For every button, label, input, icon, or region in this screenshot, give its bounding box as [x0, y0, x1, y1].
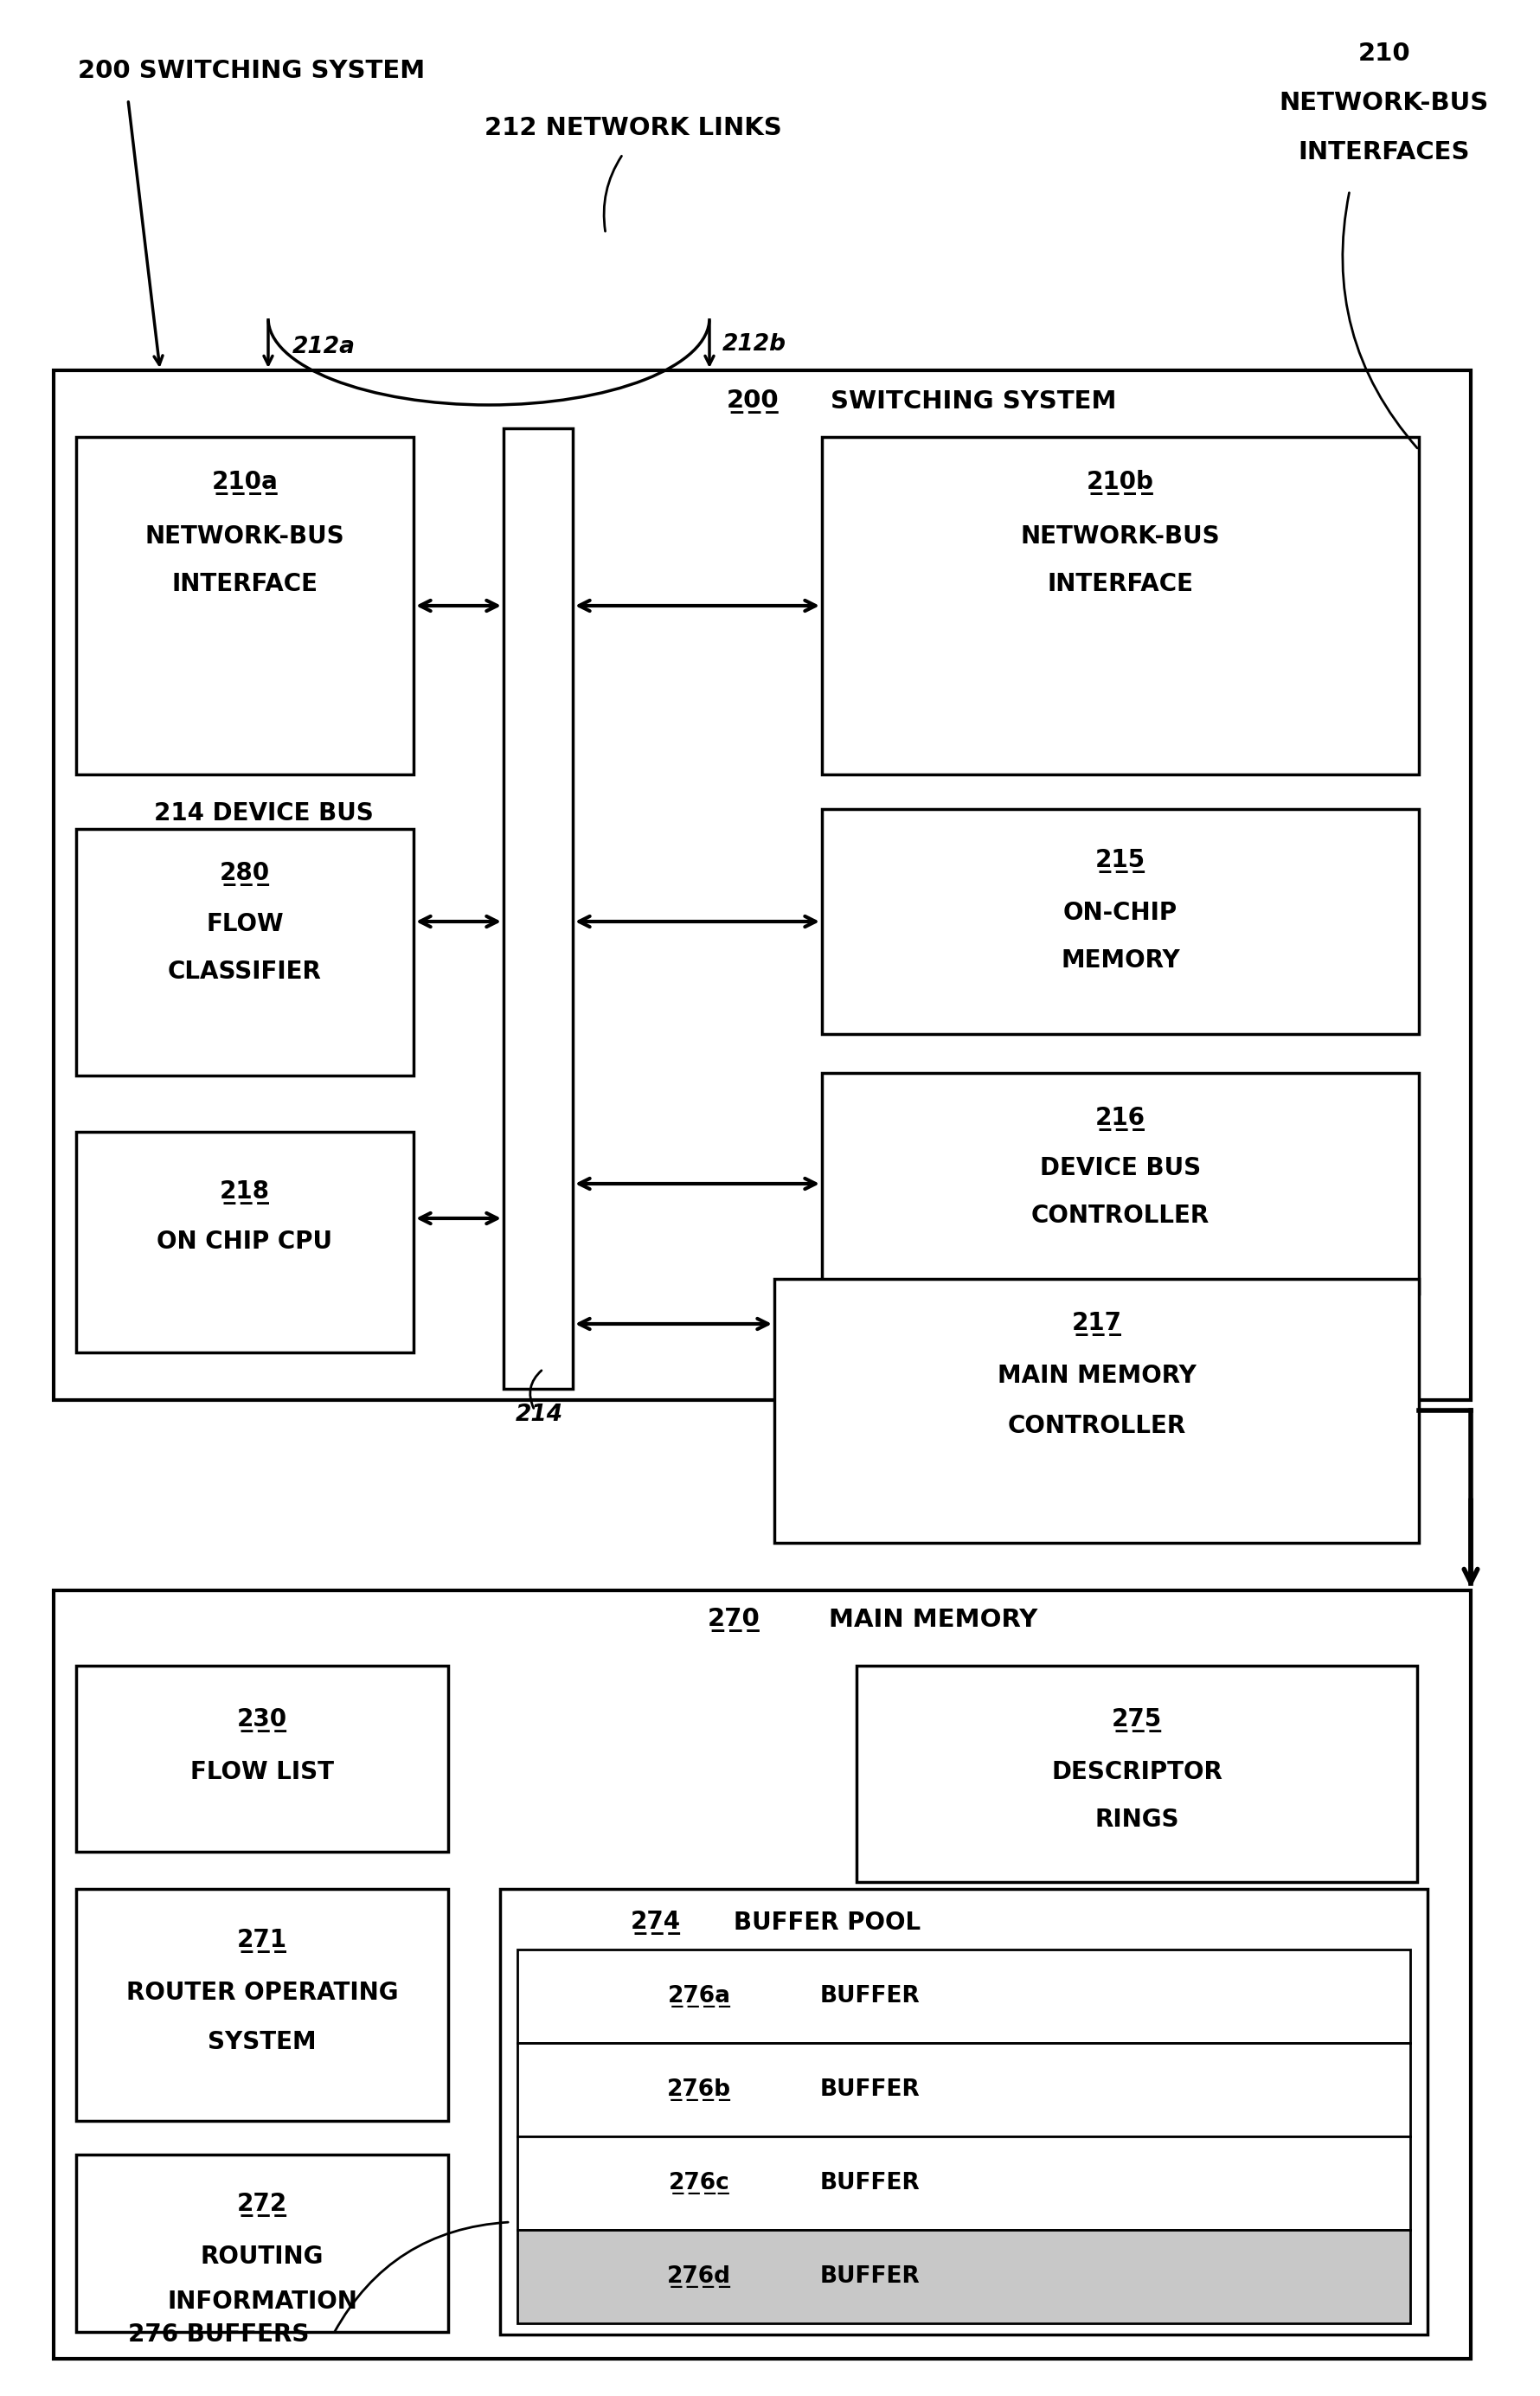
Bar [75, 1131, 413, 1351]
Text: 212a: 212a [293, 335, 356, 359]
Text: NETWORK-BUS: NETWORK-BUS [1278, 91, 1488, 115]
Bar [517, 1950, 1409, 2044]
Text: 2̲7̲0̲: 2̲7̲0̲ [707, 1608, 759, 1632]
Text: MEMORY: MEMORY [1060, 949, 1180, 973]
Text: ON CHIP CPU: ON CHIP CPU [157, 1229, 333, 1253]
Text: 210: 210 [1357, 41, 1409, 65]
Text: RINGS: RINGS [1093, 1807, 1178, 1833]
Text: 2̲0̲0̲: 2̲0̲0̲ [725, 391, 779, 415]
Text: CONTROLLER: CONTROLLER [1030, 1203, 1209, 1227]
Text: CONTROLLER: CONTROLLER [1007, 1414, 1186, 1438]
Text: INTERFACES: INTERFACES [1298, 141, 1469, 165]
Bar [517, 2137, 1409, 2231]
Text: 2̲7̲6̲d̲: 2̲7̲6̲d̲ [667, 2264, 730, 2288]
Text: CLASSIFIER: CLASSIFIER [168, 961, 322, 985]
Text: 2̲1̲0̲a̲: 2̲1̲0̲a̲ [211, 470, 277, 496]
Text: FLOW: FLOW [206, 913, 283, 937]
Text: DEVICE BUS: DEVICE BUS [1040, 1155, 1200, 1181]
Bar [517, 2044, 1409, 2137]
Text: 2̲7̲1̲: 2̲7̲1̲ [237, 1929, 286, 1953]
Text: 2̲1̲5̲: 2̲1̲5̲ [1095, 848, 1144, 872]
FancyArrowPatch shape [334, 2221, 508, 2331]
Text: BUFFER POOL: BUFFER POOL [733, 1910, 919, 1936]
Bar [75, 829, 413, 1076]
Text: 200 SWITCHING SYSTEM: 200 SWITCHING SYSTEM [79, 60, 425, 84]
Text: NETWORK-BUS: NETWORK-BUS [145, 525, 345, 549]
Bar [821, 810, 1418, 1035]
Text: 2̲1̲7̲: 2̲1̲7̲ [1072, 1311, 1121, 1337]
Text: BUFFER: BUFFER [819, 1984, 919, 2008]
Text: SYSTEM: SYSTEM [208, 2029, 316, 2053]
Text: MAIN MEMORY: MAIN MEMORY [829, 1608, 1036, 1632]
Text: FLOW LIST: FLOW LIST [191, 1761, 334, 1785]
Text: 2̲7̲6̲a̲: 2̲7̲6̲a̲ [667, 1984, 730, 2008]
FancyArrowPatch shape [1341, 192, 1417, 448]
Text: 2̲7̲6̲b̲: 2̲7̲6̲b̲ [667, 2077, 730, 2101]
Text: 2̲8̲0̲: 2̲8̲0̲ [220, 863, 270, 887]
Bar [75, 436, 413, 774]
Text: DESCRIPTOR: DESCRIPTOR [1050, 1761, 1221, 1785]
Text: SWITCHING SYSTEM: SWITCHING SYSTEM [830, 391, 1116, 415]
FancyArrowPatch shape [604, 156, 621, 232]
Bar [775, 1279, 1418, 1543]
Text: 212b: 212b [722, 333, 785, 355]
Text: MAIN MEMORY: MAIN MEMORY [996, 1363, 1195, 1387]
Text: ROUTING: ROUTING [200, 2245, 323, 2269]
Bar [54, 371, 1471, 1399]
Text: 2̲1̲0̲b̲: 2̲1̲0̲b̲ [1086, 470, 1153, 496]
Bar [54, 1591, 1471, 2358]
Bar [517, 2231, 1409, 2324]
Text: 2̲1̲6̲: 2̲1̲6̲ [1095, 1107, 1144, 1131]
Bar [821, 1073, 1418, 1294]
Text: 214 DEVICE BUS: 214 DEVICE BUS [154, 800, 373, 827]
Text: ON-CHIP: ON-CHIP [1063, 901, 1177, 925]
Text: NETWORK-BUS: NETWORK-BUS [1019, 525, 1220, 549]
Text: BUFFER: BUFFER [819, 2077, 919, 2101]
Text: 2̲7̲2̲: 2̲7̲2̲ [237, 2192, 286, 2216]
Text: BUFFER: BUFFER [819, 2171, 919, 2195]
Text: 2̲7̲5̲: 2̲7̲5̲ [1110, 1708, 1161, 1732]
Text: INFORMATION: INFORMATION [166, 2291, 357, 2315]
Text: 2̲3̲0̲: 2̲3̲0̲ [237, 1708, 286, 1732]
Bar [821, 436, 1418, 774]
Bar [75, 1665, 448, 1852]
Text: 2̲7̲6̲c̲: 2̲7̲6̲c̲ [668, 2171, 730, 2195]
Text: 276 BUFFERS: 276 BUFFERS [128, 2322, 310, 2346]
Text: BUFFER: BUFFER [819, 2264, 919, 2288]
Bar [500, 1888, 1426, 2334]
Bar [75, 1888, 448, 2120]
Text: 2̲1̲8̲: 2̲1̲8̲ [220, 1181, 270, 1205]
Text: 214: 214 [516, 1404, 564, 1426]
Text: ROUTER OPERATING: ROUTER OPERATING [126, 1981, 397, 2005]
Bar [856, 1665, 1417, 1881]
Bar [75, 2154, 448, 2331]
Text: INTERFACE: INTERFACE [171, 573, 317, 597]
FancyArrowPatch shape [530, 1371, 541, 1409]
Text: 212 NETWORK LINKS: 212 NETWORK LINKS [484, 115, 781, 141]
Text: 2̲7̲4̲: 2̲7̲4̲ [630, 1910, 681, 1936]
Text: INTERFACE: INTERFACE [1047, 573, 1194, 597]
Bar [504, 429, 573, 1390]
